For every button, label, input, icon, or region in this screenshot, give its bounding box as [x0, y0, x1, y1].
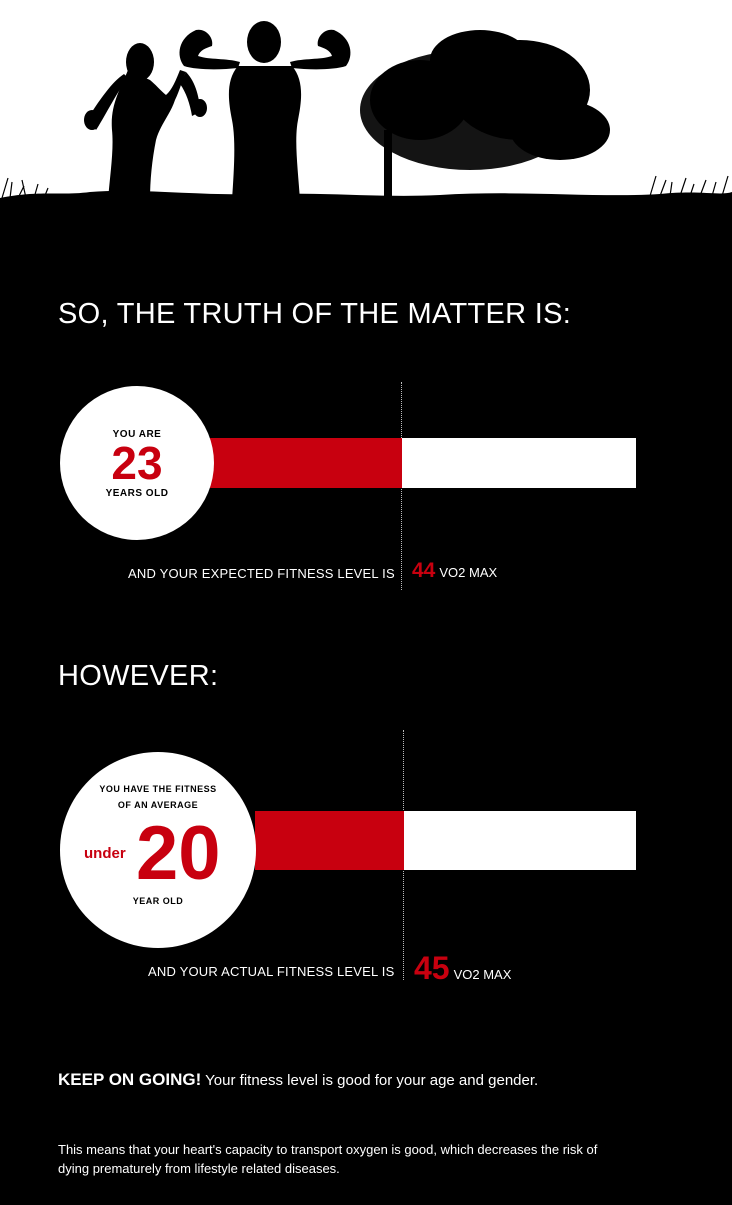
expected-caption: AND YOUR EXPECTED FITNESS LEVEL IS: [128, 566, 395, 581]
circle-label-bottom-2: YEAR OLD: [132, 896, 184, 906]
however-heading: HOWEVER:: [58, 660, 219, 692]
under-label: under: [84, 845, 126, 862]
keep-going-headline: KEEP ON GOING!: [58, 1070, 202, 1089]
woman-silhouette: [84, 43, 207, 200]
actual-vo2-unit: VO2 MAX: [453, 967, 512, 982]
conclusion-text: Your fitness level is good for your age …: [205, 1072, 539, 1089]
circle-line-1: YOU HAVE THE FITNESS: [99, 784, 217, 794]
expected-age-circle: YOU ARE 23 YEARS OLD: [60, 386, 214, 540]
expected-bar-remainder: [402, 438, 636, 488]
expected-bar-fill: [210, 438, 402, 488]
actual-vo2-readout: 45 VO2 MAX: [414, 950, 511, 987]
actual-bar-fill: [255, 811, 404, 870]
circle-label-top: YOU ARE: [112, 429, 162, 440]
actual-age-value: 20: [136, 811, 221, 896]
truth-heading: SO, THE TRUTH OF THE MATTER IS:: [58, 298, 572, 330]
tree-silhouette: [360, 30, 610, 200]
circle-label-bottom: YEARS OLD: [105, 488, 169, 499]
actual-caption: AND YOUR ACTUAL FITNESS LEVEL IS: [148, 964, 395, 979]
expected-vo2-readout: 44 VO2 MAX: [412, 559, 497, 583]
actual-age-circle: YOU HAVE THE FITNESS OF AN AVERAGE under…: [60, 752, 256, 948]
expected-age-value: 23: [111, 437, 163, 489]
conclusion-body: This means that your heart's capacity to…: [58, 1142, 598, 1176]
actual-bar-remainder: [404, 811, 636, 870]
hero-banner: [0, 0, 732, 215]
expected-vo2-value: 44: [412, 559, 436, 582]
man-silhouette: [179, 21, 351, 200]
actual-vo2-value: 45: [414, 950, 450, 986]
expected-vo2-unit: VO2 MAX: [439, 565, 498, 580]
conclusion-line: KEEP ON GOING! Your fitness level is goo…: [58, 1070, 538, 1090]
circle-line-2: OF AN AVERAGE: [117, 800, 199, 810]
silhouette-illustration: [0, 21, 732, 215]
